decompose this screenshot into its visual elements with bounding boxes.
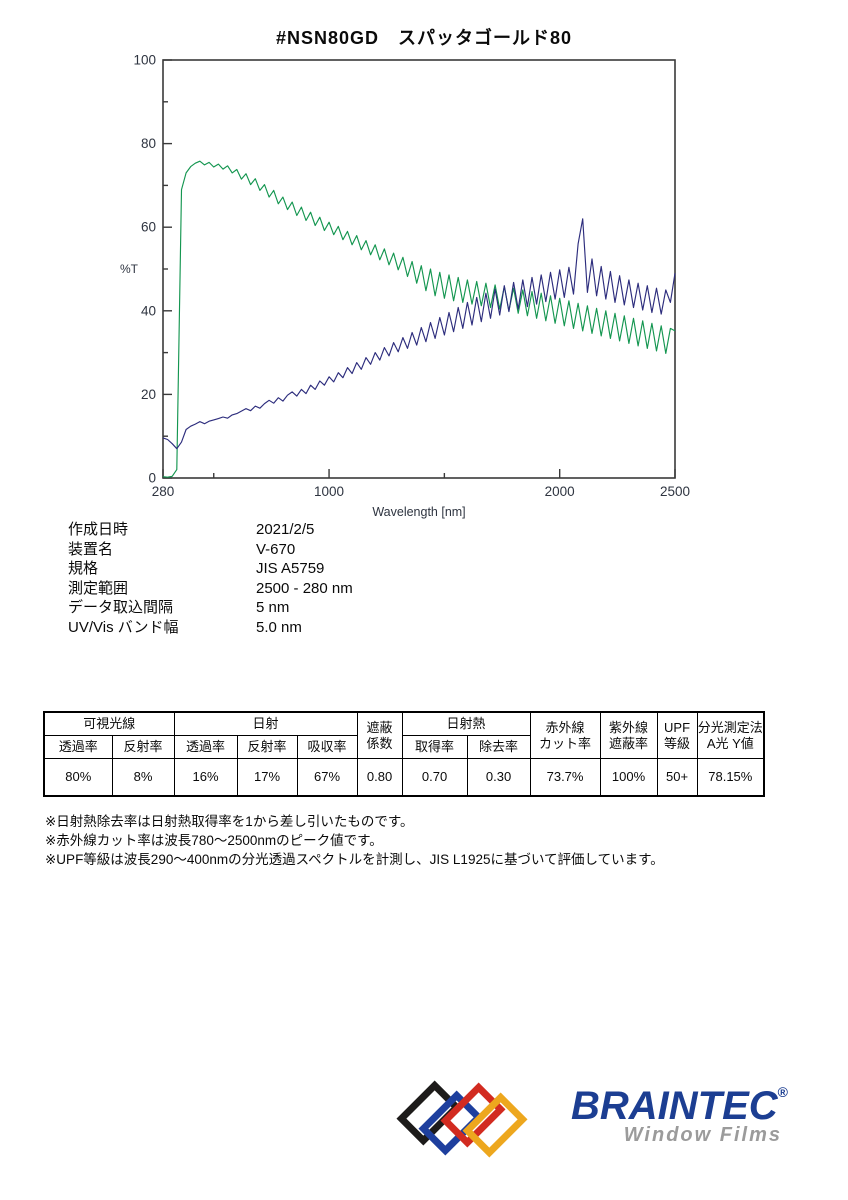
value-ir-cut: 73.7% [529,758,601,797]
meta-value: JIS A5759 [256,560,325,577]
y-tick-label: 100 [133,53,156,68]
col-shading-line1: 遮蔽 [366,719,393,735]
col-ir-line1: 赤外線 [545,719,585,735]
meta-row-interval: データ取込間隔 5 nm [68,598,353,618]
value-sol-transmittance: 16% [173,758,238,797]
value-sol-absorptance: 67% [296,758,358,797]
subcol-vis-transmittance: 透過率 [43,735,113,759]
meta-label: 規格 [68,560,99,577]
meta-label: 作成日時 [68,521,129,538]
y-tick-label: 40 [141,303,156,318]
col-spectro-line2: A光 Y値 [706,735,754,751]
subcol-sol-transmittance: 透過率 [173,735,238,759]
spectral-chart: 280 1000 2000 2500 0 20 40 60 80 100 Wavelength [n… [60,48,760,520]
y-axis-label: %T [120,262,139,276]
meta-row-bandwidth: UV/Vis バンド幅 5.0 nm [68,618,353,638]
braintec-logo: BRAINTEC® Window Films [396,1080,788,1190]
subcol-vis-reflectance: 反射率 [111,735,175,759]
col-upf-line1: UPF [664,719,691,735]
meta-row-standard: 規格 JIS A5759 [68,559,353,579]
value-shading-coefficient: 0.80 [356,758,403,797]
col-upf: UPF 等級 [656,711,698,759]
x-tick-label: 2000 [545,484,575,499]
col-group-solar-heat: 日射熱 [401,711,531,736]
subcol-sol-reflectance: 反射率 [236,735,298,759]
measurement-metadata: 作成日時 2021/2/5 装置名 V-670 規格 JIS A5759 測定範… [68,520,353,637]
spectral-chart-svg: 280 1000 2000 2500 0 20 40 60 80 100 Wavelength [n… [120,53,690,520]
meta-label: UV/Vis バンド幅 [68,618,179,636]
meta-value: 2500 - 280 nm [256,579,353,597]
y-tick-label: 0 [148,471,156,486]
col-ir-cut: 赤外線 カット率 [529,711,601,759]
x-tick-label: 280 [152,484,175,499]
y-tick-label: 60 [141,220,156,235]
value-vis-reflectance: 8% [111,758,175,797]
y-tick-label: 80 [141,136,156,151]
col-upf-line2: 等級 [664,735,691,751]
col-group-solar: 日射 [173,711,358,736]
braintec-logo-icon [396,1080,538,1158]
value-sol-reflectance: 17% [236,758,298,797]
col-ir-line2: カット率 [539,735,592,751]
value-vis-transmittance: 80% [43,758,113,797]
x-axis-label: Wavelength [nm] [372,505,465,519]
registered-mark: ® [777,1084,788,1100]
subcol-sol-absorptance: 吸収率 [296,735,358,759]
meta-value: V-670 [256,540,296,558]
meta-value: 5 nm [256,599,290,616]
meta-row-range: 測定範囲 2500 - 280 nm [68,579,353,599]
plot-border [162,59,676,479]
brand-tagline: Window Films [623,1124,782,1146]
meta-value: 2021/2/5 [256,521,315,538]
col-shading-coefficient: 遮蔽 係数 [356,711,403,759]
col-spectro: 分光測定法 A光 Y値 [696,711,765,759]
series-transmittance-green [162,160,676,478]
meta-value: 5.0 nm [256,618,302,636]
meta-label: 測定範囲 [68,579,129,597]
page-title: #NSN80GD スパッタゴールド80 [275,28,573,48]
x-tick-label: 2500 [660,484,690,499]
value-uv-block: 100% [599,758,658,797]
results-table: 可視光線 日射 遮蔽 係数 日射熱 赤外線 カット率 紫外線 遮蔽率 UPF 等級 分光… [43,711,766,797]
col-uv-block: 紫外線 遮蔽率 [599,711,658,759]
col-uv-line1: 紫外線 [609,719,649,735]
value-upf: 50+ [656,758,698,797]
subcol-heat-gain: 取得率 [401,735,468,759]
col-spectro-line1: 分光測定法 [697,719,763,735]
y-tick-label: 20 [141,387,156,402]
meta-label: データ取込間隔 [68,599,174,616]
footnote-ir-cut: ※赤外線カット率は波長780～2500nmのピーク値です。 [45,833,383,848]
meta-row-instrument: 装置名 V-670 [68,540,353,560]
footnote-heat-reject: ※日射熱除去率は日射熱取得率を1から差し引いたものです。 [45,814,414,829]
x-tick-label: 1000 [314,484,344,499]
col-uv-line2: 遮蔽率 [609,735,649,751]
subcol-heat-reject: 除去率 [466,735,531,759]
brand-text: BRAINTEC [571,1084,778,1128]
brand-name: BRAINTEC® [520,1084,788,1129]
meta-label: 装置名 [68,540,114,558]
value-spectro-y: 78.15% [696,758,765,797]
footnote-upf: ※UPF等級は波長290～400nmの分光透過スペクトルを計測し、JIS L19… [45,852,664,867]
meta-row-created: 作成日時 2021/2/5 [68,520,353,540]
col-group-visible-light: 可視光線 [43,711,175,736]
series-reflectance-blue [162,218,676,450]
value-heat-reject: 0.30 [466,758,531,797]
value-heat-gain: 0.70 [401,758,468,797]
footnotes: ※日射熱除去率は日射熱取得率を1から差し引いたものです。 ※赤外線カット率は波長… [45,812,664,869]
col-shading-line2: 係数 [366,735,393,751]
